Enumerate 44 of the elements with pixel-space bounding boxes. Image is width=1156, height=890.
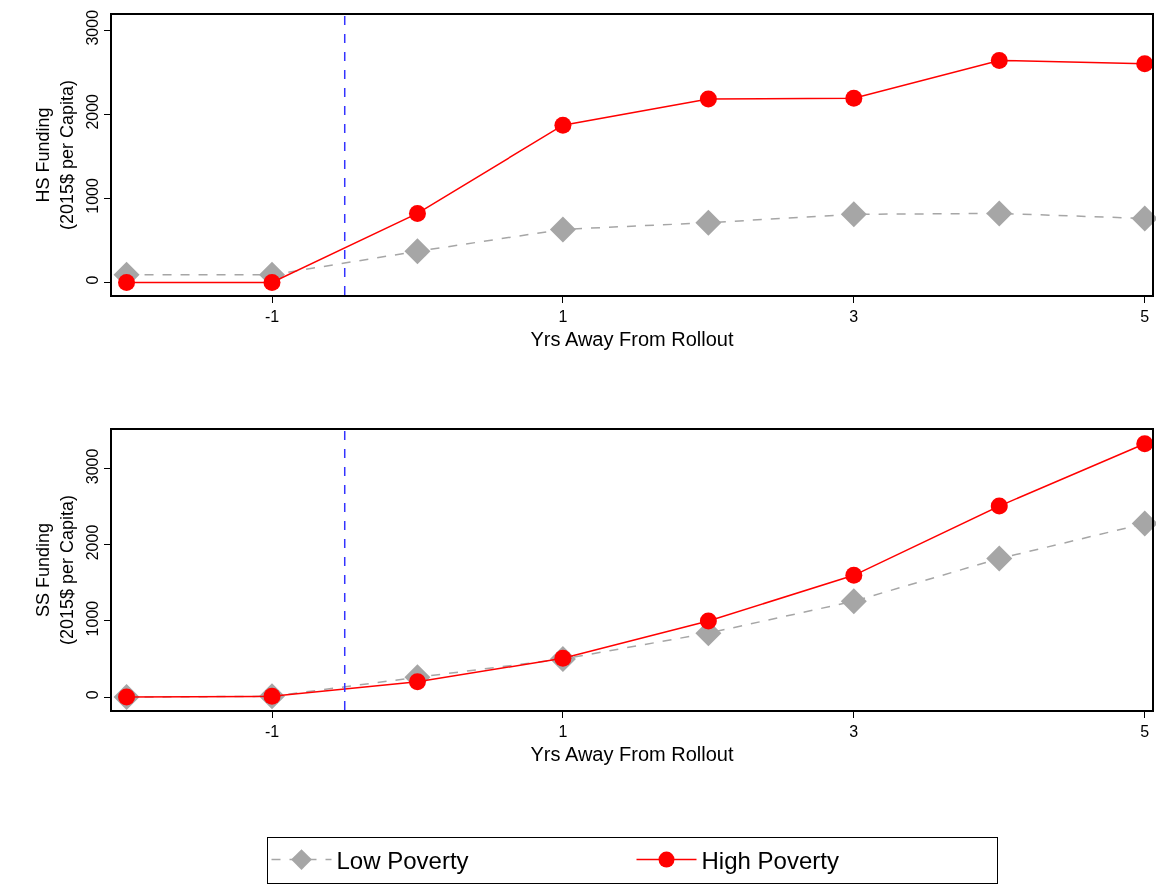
x-tick-label: 1 <box>558 307 568 325</box>
x-tick-label: 1 <box>558 722 568 740</box>
y-tick-label: 1000 <box>83 600 101 637</box>
point <box>408 204 426 222</box>
point <box>118 273 136 291</box>
point <box>263 273 281 291</box>
y-tick-label: 0 <box>83 690 101 700</box>
point <box>554 116 572 134</box>
point <box>845 566 863 584</box>
x-tick-label: -1 <box>264 722 280 740</box>
point <box>695 209 722 236</box>
legend-label: High Poverty <box>701 846 839 874</box>
point <box>1136 55 1154 73</box>
y-axis-title: SS Funding (2015$ per Capita) <box>33 494 77 646</box>
x-tick-label: -1 <box>264 307 280 325</box>
point <box>840 201 867 228</box>
y-tick-label: 1000 <box>83 178 101 214</box>
x-axis-title: Yrs Away From Rollout <box>530 742 734 765</box>
x-tick-label: 3 <box>849 307 859 325</box>
point <box>990 51 1008 69</box>
y-tick-label: 3000 <box>83 9 101 46</box>
point <box>840 588 867 615</box>
y-tick-label: 3000 <box>83 448 101 485</box>
point <box>1131 510 1156 537</box>
y-tick-label: 2000 <box>83 93 101 130</box>
x-axis-title: Yrs Away From Rollout <box>530 327 734 350</box>
point <box>986 545 1013 572</box>
point <box>845 89 863 107</box>
legend-label: Low Poverty <box>336 846 469 874</box>
x-tick-label: 5 <box>1140 307 1150 325</box>
point <box>1131 205 1156 232</box>
point <box>699 90 717 108</box>
point <box>990 497 1008 515</box>
point <box>699 612 717 630</box>
point <box>1136 435 1154 453</box>
x-tick-label: 3 <box>849 722 859 740</box>
y-tick-label: 0 <box>83 275 101 285</box>
point <box>986 200 1013 227</box>
x-tick-label: 5 <box>1140 722 1150 740</box>
point <box>549 216 576 243</box>
y-tick-label: 2000 <box>83 524 101 561</box>
y-axis-title: HS Funding (2015$ per Capita) <box>33 79 77 231</box>
point <box>408 673 426 691</box>
point <box>404 238 431 265</box>
